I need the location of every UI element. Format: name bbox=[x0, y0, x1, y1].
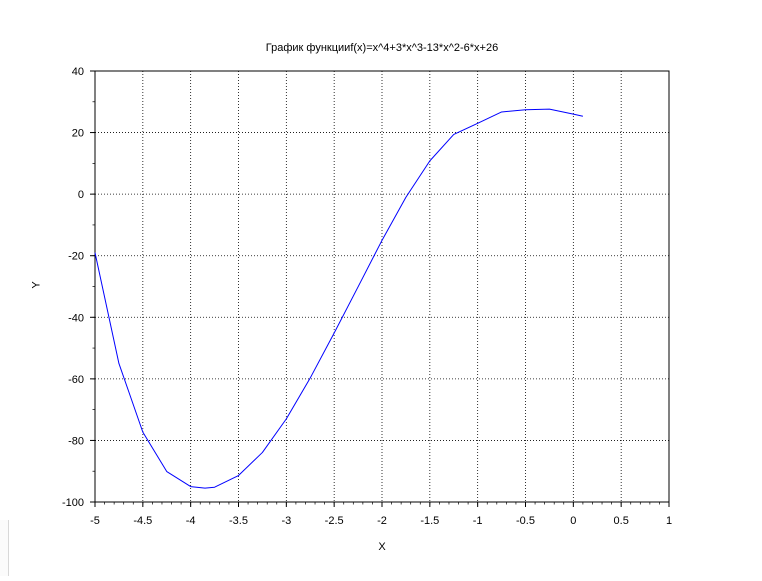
x-tick-label: 0 bbox=[570, 515, 576, 527]
y-tick-label: 20 bbox=[72, 128, 84, 140]
tick-marks bbox=[90, 70, 670, 507]
x-tick-label: -0.5 bbox=[516, 515, 535, 527]
x-tick-label: -4 bbox=[186, 515, 196, 527]
series bbox=[94, 108, 584, 489]
x-tick-label: -5 bbox=[90, 515, 100, 527]
y-tick-label: 0 bbox=[78, 189, 84, 201]
x-tick-label: -3.5 bbox=[229, 515, 248, 527]
y-tick-label: -20 bbox=[68, 251, 84, 263]
window-frame-edge bbox=[0, 520, 9, 576]
y-tick-label: -40 bbox=[68, 312, 84, 324]
tick-labels: -5 -4.5 -4 -3.5 -3 -2.5 -2 -1.5 -1 -0.5 0 0.5 1 40 20 0… bbox=[62, 66, 672, 527]
y-tick-label: -60 bbox=[68, 374, 84, 386]
chart-title: График функцииf(x)=x^4+3*x^3-13*x^2-6*x+… bbox=[265, 42, 499, 54]
x-tick-label: -4.5 bbox=[133, 515, 152, 527]
grid bbox=[95, 71, 669, 502]
y-tick-label: -100 bbox=[62, 497, 84, 509]
series-line bbox=[94, 108, 584, 489]
x-tick-label: 0.5 bbox=[614, 515, 629, 527]
x-tick-label: -2 bbox=[377, 515, 387, 527]
y-tick-label: -80 bbox=[68, 435, 84, 447]
x-tick-label: 1 bbox=[666, 515, 672, 527]
y-tick-label: 40 bbox=[72, 66, 84, 78]
x-tick-label: -1 bbox=[473, 515, 483, 527]
x-tick-label: -1.5 bbox=[420, 515, 439, 527]
x-axis-label: X bbox=[378, 541, 386, 553]
x-tick-label: -2.5 bbox=[325, 515, 344, 527]
y-axis-label: Y bbox=[30, 281, 43, 289]
x-tick-label: -3 bbox=[281, 515, 291, 527]
